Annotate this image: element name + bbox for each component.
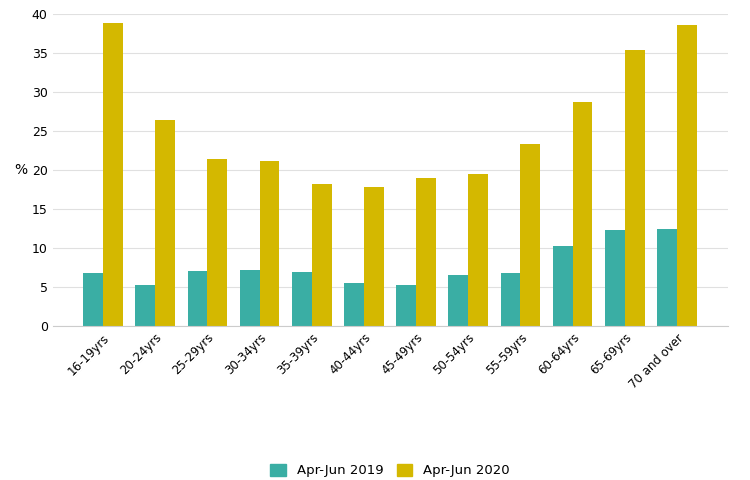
Bar — [657, 229, 677, 326]
Bar — [292, 272, 312, 326]
Bar — [364, 187, 384, 326]
Bar — [260, 161, 280, 326]
Bar — [396, 285, 416, 326]
Legend: Apr-Jun 2019, Apr-Jun 2020: Apr-Jun 2019, Apr-Jun 2020 — [271, 464, 509, 478]
Bar — [207, 159, 227, 326]
Bar — [344, 283, 364, 326]
Bar — [500, 273, 520, 326]
Bar — [312, 184, 332, 326]
Bar — [573, 102, 592, 326]
Bar — [448, 275, 468, 326]
Bar — [135, 285, 155, 326]
Bar — [83, 273, 103, 326]
Bar — [520, 144, 540, 326]
Bar — [416, 178, 436, 326]
Bar — [468, 174, 488, 326]
Bar — [155, 120, 175, 326]
Bar — [677, 25, 697, 326]
Bar — [553, 246, 573, 326]
Bar — [103, 23, 123, 326]
Y-axis label: %: % — [14, 163, 27, 178]
Bar — [625, 49, 645, 326]
Bar — [605, 230, 625, 326]
Bar — [188, 271, 207, 326]
Bar — [240, 270, 260, 326]
